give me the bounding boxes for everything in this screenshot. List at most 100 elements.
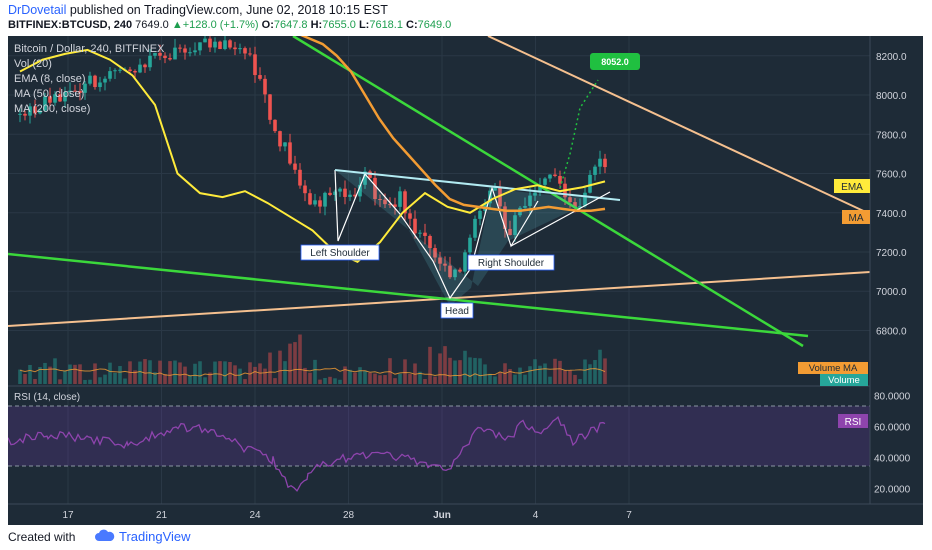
volume-bar <box>473 357 477 384</box>
candle-body <box>553 174 557 176</box>
price-tick-label: 8200.0 <box>876 52 907 63</box>
price-change: +128.0 (+1.7%) <box>182 19 259 31</box>
candle-body <box>453 269 457 278</box>
volume-bar <box>43 362 47 384</box>
candle-body <box>458 269 462 272</box>
volume-bar <box>398 373 402 384</box>
volume-bar <box>258 363 262 384</box>
volume-bar <box>388 358 392 384</box>
candle-body <box>348 194 352 197</box>
volume-bar <box>288 343 292 384</box>
head-shoulders-zigzag <box>334 169 539 300</box>
candle-body <box>573 202 577 208</box>
volume-bar <box>118 366 122 384</box>
tradingview-brand[interactable]: TradingView <box>95 529 191 544</box>
tradingview-cloud-icon <box>95 529 115 541</box>
symbol-label: BITFINEX:BTCUSD, 240 <box>8 19 133 31</box>
volume-bar <box>93 363 97 384</box>
price-tick-label: 8000.0 <box>876 91 907 102</box>
candle-body <box>273 119 277 132</box>
candle-body <box>308 193 312 205</box>
candle-body <box>313 200 317 205</box>
volume-bar <box>498 372 502 384</box>
candle-body <box>508 228 512 236</box>
candle-body <box>583 192 587 207</box>
candle-body <box>43 96 47 111</box>
candle-body <box>343 188 347 197</box>
chart-svg[interactable]: 8052.0 Left Shoulder Right Shoulder Head… <box>8 36 923 525</box>
volume-bar <box>393 378 397 384</box>
volume-bar <box>348 369 352 384</box>
volume-bar <box>278 350 282 384</box>
volume-bar <box>453 360 457 384</box>
candle-body <box>358 184 362 197</box>
volume-bar <box>418 371 422 384</box>
volume-bar <box>433 376 437 384</box>
volume-bar <box>583 359 587 384</box>
candle-body <box>578 206 582 208</box>
rsi-tick-label: 20.0000 <box>874 485 911 496</box>
volume-bar <box>328 376 332 384</box>
volume-ma-badge-label: Volume MA <box>809 363 858 374</box>
candle-body <box>468 237 472 253</box>
volume-bar <box>133 370 137 384</box>
volume-bar <box>308 372 312 384</box>
last-price: 7649.0 <box>135 19 169 31</box>
candle-body <box>293 163 297 170</box>
candle-body <box>83 83 87 93</box>
author-link[interactable]: DrDovetail <box>8 3 67 17</box>
candle-body <box>278 131 282 147</box>
rsi-title: RSI (14, close) <box>14 392 80 403</box>
left-shoulder-label: Left Shoulder <box>310 248 370 259</box>
volume-bar <box>233 365 237 384</box>
candle-body <box>398 191 402 207</box>
candle-body <box>108 71 112 79</box>
candle-body <box>593 166 597 175</box>
candle-body <box>523 205 527 208</box>
volume-bar <box>428 346 432 384</box>
volume-bar <box>208 372 212 384</box>
volume-bar <box>83 379 87 384</box>
candle-body <box>433 248 437 258</box>
rising-wedge-line <box>510 191 611 247</box>
volume-bar <box>48 366 52 384</box>
target-badge <box>590 53 640 70</box>
volume-bar <box>508 369 512 384</box>
footer: Created with TradingView <box>0 525 932 550</box>
chart-area[interactable]: 8052.0 Left Shoulder Right Shoulder Head… <box>8 36 923 525</box>
publish-line: DrDovetail published on TradingView.com,… <box>8 3 388 17</box>
volume-badge <box>820 374 868 386</box>
volume-bar <box>543 363 547 384</box>
candle-body <box>53 94 57 103</box>
volume-bar <box>338 379 342 384</box>
volume-bar <box>143 359 147 384</box>
volume-bar <box>103 374 107 384</box>
candle-body <box>98 82 102 88</box>
candle-body <box>568 197 572 203</box>
candle-body <box>323 192 327 207</box>
volume-bar <box>113 372 117 384</box>
published-text: published on TradingView.com, June 02, 2… <box>66 3 388 17</box>
ma-badge <box>842 210 870 224</box>
volume-bar <box>443 346 447 384</box>
volume-bar <box>463 350 467 384</box>
peach-resistance-line <box>487 36 871 215</box>
candle-body <box>253 54 257 76</box>
volume-bar <box>568 370 572 384</box>
candle-body <box>238 48 242 50</box>
volume-bar <box>598 349 602 384</box>
volume-bar <box>513 374 517 384</box>
candle-body <box>383 199 387 205</box>
candle-body <box>193 50 197 53</box>
rsi-tick-label: 60.0000 <box>874 423 911 434</box>
high-label: H: <box>310 19 323 31</box>
volume-bar <box>368 372 372 384</box>
time-tick-label: 24 <box>249 510 261 521</box>
time-axis-ticks: 17 21 24 28 Jun 4 7 <box>62 510 632 521</box>
time-tick-label: 28 <box>343 510 355 521</box>
volume-bar <box>188 375 192 384</box>
candle-body <box>558 175 562 184</box>
candle-body <box>473 218 477 238</box>
volume-bar <box>493 376 497 384</box>
volume-bar <box>223 361 227 384</box>
